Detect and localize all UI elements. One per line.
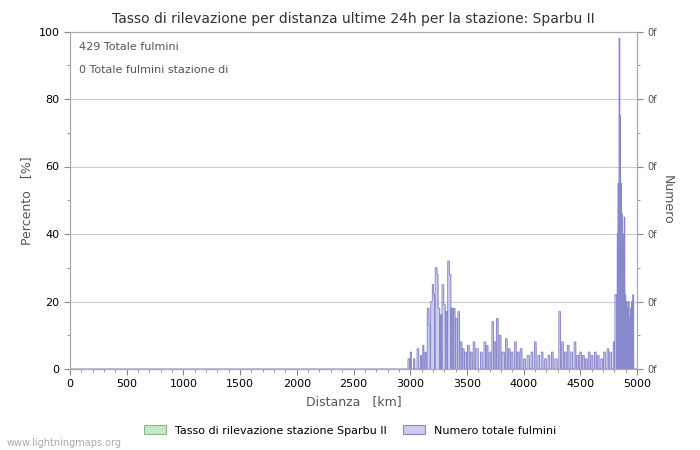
Title: Tasso di rilevazione per distanza ultime 24h per la stazione: Sparbu II: Tasso di rilevazione per distanza ultime… xyxy=(112,12,595,26)
Y-axis label: Percento   [%]: Percento [%] xyxy=(20,156,33,244)
Y-axis label: Numero: Numero xyxy=(661,176,673,225)
X-axis label: Distanza   [km]: Distanza [km] xyxy=(306,395,401,408)
Text: 0 Totale fulmini stazione di: 0 Totale fulmini stazione di xyxy=(78,65,228,75)
Legend: Tasso di rilevazione stazione Sparbu II, Numero totale fulmini: Tasso di rilevazione stazione Sparbu II,… xyxy=(139,421,561,440)
Text: www.lightningmaps.org: www.lightningmaps.org xyxy=(7,438,122,448)
Text: 429 Totale fulmini: 429 Totale fulmini xyxy=(78,42,178,52)
